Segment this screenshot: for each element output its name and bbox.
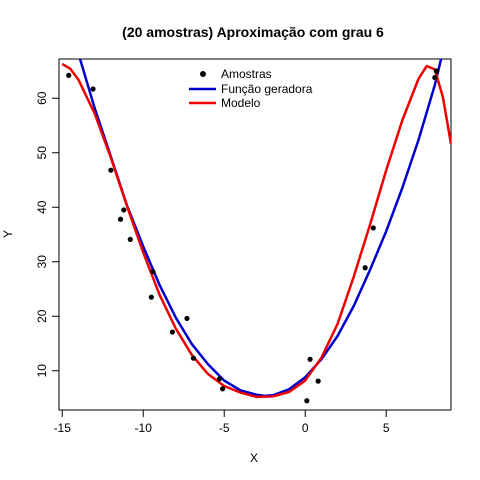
series-line-modelo xyxy=(61,62,451,399)
data-point xyxy=(66,72,72,78)
x-tick-label: 5 xyxy=(383,421,390,435)
data-point xyxy=(307,356,313,362)
chart-title: (20 amostras) Aproximação com grau 6 xyxy=(122,24,384,40)
series-line-fun-o-geradora xyxy=(78,59,443,398)
data-point xyxy=(108,167,114,173)
data-point xyxy=(169,329,175,335)
y-tick-label: 30 xyxy=(35,255,49,269)
data-point xyxy=(148,294,154,300)
x-tick-label: -10 xyxy=(135,421,153,435)
x-axis: -15 -10 -5 0 5 xyxy=(54,409,390,435)
y-tick-label: 50 xyxy=(35,146,49,160)
data-point xyxy=(304,398,310,404)
y-tick-label: 10 xyxy=(35,364,49,378)
data-point xyxy=(362,265,368,271)
data-point xyxy=(433,68,440,74)
data-point xyxy=(184,315,190,322)
y-tick-label: 40 xyxy=(35,200,49,214)
plot-frame xyxy=(58,58,452,411)
data-point xyxy=(216,376,222,382)
legend-label-modelo: Modelo xyxy=(221,96,261,110)
data-point xyxy=(432,74,438,81)
data-point xyxy=(117,216,124,222)
data-point xyxy=(150,268,156,275)
data-point xyxy=(315,378,321,384)
y-axis-label: Y xyxy=(1,230,15,238)
legend: Amostras Função geradora Modelo xyxy=(189,67,313,110)
x-tick-label: 0 xyxy=(302,421,309,435)
x-axis-label: X xyxy=(250,451,258,465)
y-axis: 10 20 30 40 50 60 xyxy=(35,91,60,378)
plot-area xyxy=(61,59,451,404)
legend-label-funcao-geradora: Função geradora xyxy=(221,82,313,96)
data-point xyxy=(127,236,133,243)
data-point xyxy=(220,386,226,392)
y-tick-label: 20 xyxy=(35,309,49,323)
legend-label-amostras: Amostras xyxy=(221,67,272,81)
data-point xyxy=(121,207,127,213)
data-point xyxy=(370,225,376,231)
data-point xyxy=(190,355,197,361)
x-tick-label: -5 xyxy=(219,421,230,435)
legend-point-symbol xyxy=(200,71,206,77)
data-point xyxy=(90,86,96,92)
y-tick-label: 60 xyxy=(35,91,49,105)
x-tick-label: -15 xyxy=(54,421,72,435)
